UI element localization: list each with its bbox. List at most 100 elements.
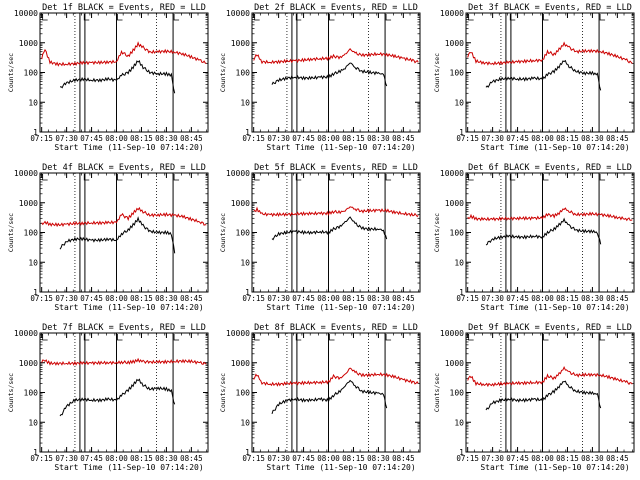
x-tick-label: 07:30: [481, 454, 504, 463]
chart-title: Det 3f BLACK = Events, RED = LLD: [468, 3, 632, 13]
x-tick-label: 08:15: [342, 134, 365, 143]
x-tick-label: 07:45: [292, 134, 315, 143]
y-tick-label: 1000: [19, 199, 38, 208]
flag-marker: [83, 174, 90, 181]
flag-marker: [173, 174, 180, 181]
y-tick-label: 10000: [14, 169, 38, 178]
flag-marker: [468, 14, 474, 21]
y-tick-label: 100: [450, 389, 465, 398]
flag-marker: [42, 334, 48, 341]
plot-frame: [251, 172, 421, 293]
plot-frame: [39, 332, 209, 453]
x-tick-label: 08:30: [581, 294, 604, 303]
lld-series-line: [253, 206, 419, 218]
events-series-line: [59, 378, 176, 417]
lld-series-line: [41, 206, 207, 228]
y-axis-label: Counts/sec: [219, 213, 227, 252]
x-tick-label: 07:15: [242, 454, 265, 463]
y-axis-label: Counts/sec: [7, 373, 15, 412]
lld-series-line: [253, 367, 419, 387]
flag-marker: [295, 174, 302, 181]
events-series-line: [59, 60, 176, 94]
flag-marker: [329, 174, 335, 181]
x-tick-label: 08:15: [556, 134, 579, 143]
flag-marker: [509, 334, 516, 341]
flag-marker: [543, 174, 549, 181]
x-tick-label: 07:45: [80, 454, 103, 463]
flag-marker: [385, 174, 392, 181]
lld-series-line: [41, 41, 207, 67]
chart-title: Det 7f BLACK = Events, RED = LLD: [42, 323, 206, 333]
y-axis-label: Counts/sec: [433, 213, 441, 252]
y-tick-label: 10: [28, 418, 38, 427]
flag-marker: [468, 174, 474, 181]
y-tick-label: 100: [450, 229, 465, 238]
y-tick-label: 100: [450, 69, 465, 78]
y-tick-label: 1: [459, 128, 464, 137]
y-tick-label: 10000: [226, 169, 250, 178]
x-tick-label: 08:30: [155, 134, 178, 143]
flag-marker: [83, 14, 90, 21]
y-tick-label: 10000: [226, 329, 250, 338]
x-tick-label: 07:15: [456, 454, 479, 463]
y-tick-label: 1: [33, 288, 38, 297]
x-tick-label: 08:30: [367, 454, 390, 463]
x-tick-label: 07:15: [456, 294, 479, 303]
x-tick-label: 08:30: [367, 134, 390, 143]
x-tick-label: 07:15: [30, 454, 53, 463]
x-tick-label: 08:15: [556, 454, 579, 463]
y-tick-label: 1000: [231, 199, 250, 208]
chart-title: Det 4f BLACK = Events, RED = LLD: [42, 163, 206, 173]
chart-title: Det 9f BLACK = Events, RED = LLD: [468, 323, 632, 333]
chart-panel-1: Det 1f BLACK = Events, RED = LLD 1 10 100 10…: [7, 3, 209, 152]
y-tick-label: 1: [245, 288, 250, 297]
y-tick-label: 1000: [445, 359, 464, 368]
chart-panel-7: Det 7f BLACK = Events, RED = LLD 1 10 100 10…: [7, 323, 209, 472]
x-axis-label: Start Time (11-Sep-10 07:14:20): [54, 143, 203, 152]
x-tick-label: 07:45: [80, 134, 103, 143]
x-tick-label: 07:30: [267, 134, 290, 143]
x-tick-label: 07:30: [267, 454, 290, 463]
lld-series-line: [253, 48, 419, 65]
chart-panel-2: Det 2f BLACK = Events, RED = LLD 1 10 100 10…: [219, 3, 421, 152]
y-tick-label: 100: [24, 389, 39, 398]
lld-series-line: [467, 365, 633, 388]
x-tick-label: 08:15: [130, 294, 153, 303]
events-series-line: [271, 216, 388, 241]
y-axis-label: Counts/sec: [433, 373, 441, 412]
x-tick-label: 07:30: [481, 294, 504, 303]
y-tick-label: 10: [240, 258, 250, 267]
y-tick-label: 10000: [440, 329, 464, 338]
flag-marker: [329, 14, 335, 21]
y-tick-label: 1000: [19, 359, 38, 368]
y-axis-label: Counts/sec: [219, 373, 227, 412]
y-tick-label: 10: [28, 258, 38, 267]
x-tick-label: 08:30: [155, 454, 178, 463]
chart-title: Det 1f BLACK = Events, RED = LLD: [42, 3, 206, 13]
chart-panel-9: Det 9f BLACK = Events, RED = LLD 1 10 100 10…: [433, 323, 635, 472]
lld-series-line: [41, 357, 207, 366]
x-tick-label: 07:15: [242, 134, 265, 143]
x-tick-label: 08:00: [105, 454, 128, 463]
y-tick-label: 1: [245, 128, 250, 137]
y-tick-label: 1: [33, 128, 38, 137]
y-tick-label: 1000: [19, 39, 38, 48]
x-tick-label: 07:45: [506, 454, 529, 463]
x-tick-label: 07:45: [506, 294, 529, 303]
x-tick-label: 08:00: [317, 294, 340, 303]
events-series-line: [485, 380, 602, 411]
x-tick-label: 08:45: [392, 134, 415, 143]
y-tick-label: 1000: [231, 359, 250, 368]
y-axis-label: Counts/sec: [7, 53, 15, 92]
flag-marker: [295, 14, 302, 21]
y-tick-label: 10: [454, 98, 464, 107]
lld-series-line: [467, 207, 633, 222]
x-tick-label: 07:15: [456, 134, 479, 143]
y-tick-label: 1000: [445, 199, 464, 208]
chart-panel-5: Det 5f BLACK = Events, RED = LLD 1 10 100 10…: [219, 163, 421, 312]
x-tick-label: 08:00: [531, 134, 554, 143]
flag-marker: [254, 14, 260, 21]
x-axis-label: Start Time (11-Sep-10 07:14:20): [54, 463, 203, 472]
x-tick-label: 07:45: [80, 294, 103, 303]
x-tick-label: 08:45: [606, 454, 629, 463]
